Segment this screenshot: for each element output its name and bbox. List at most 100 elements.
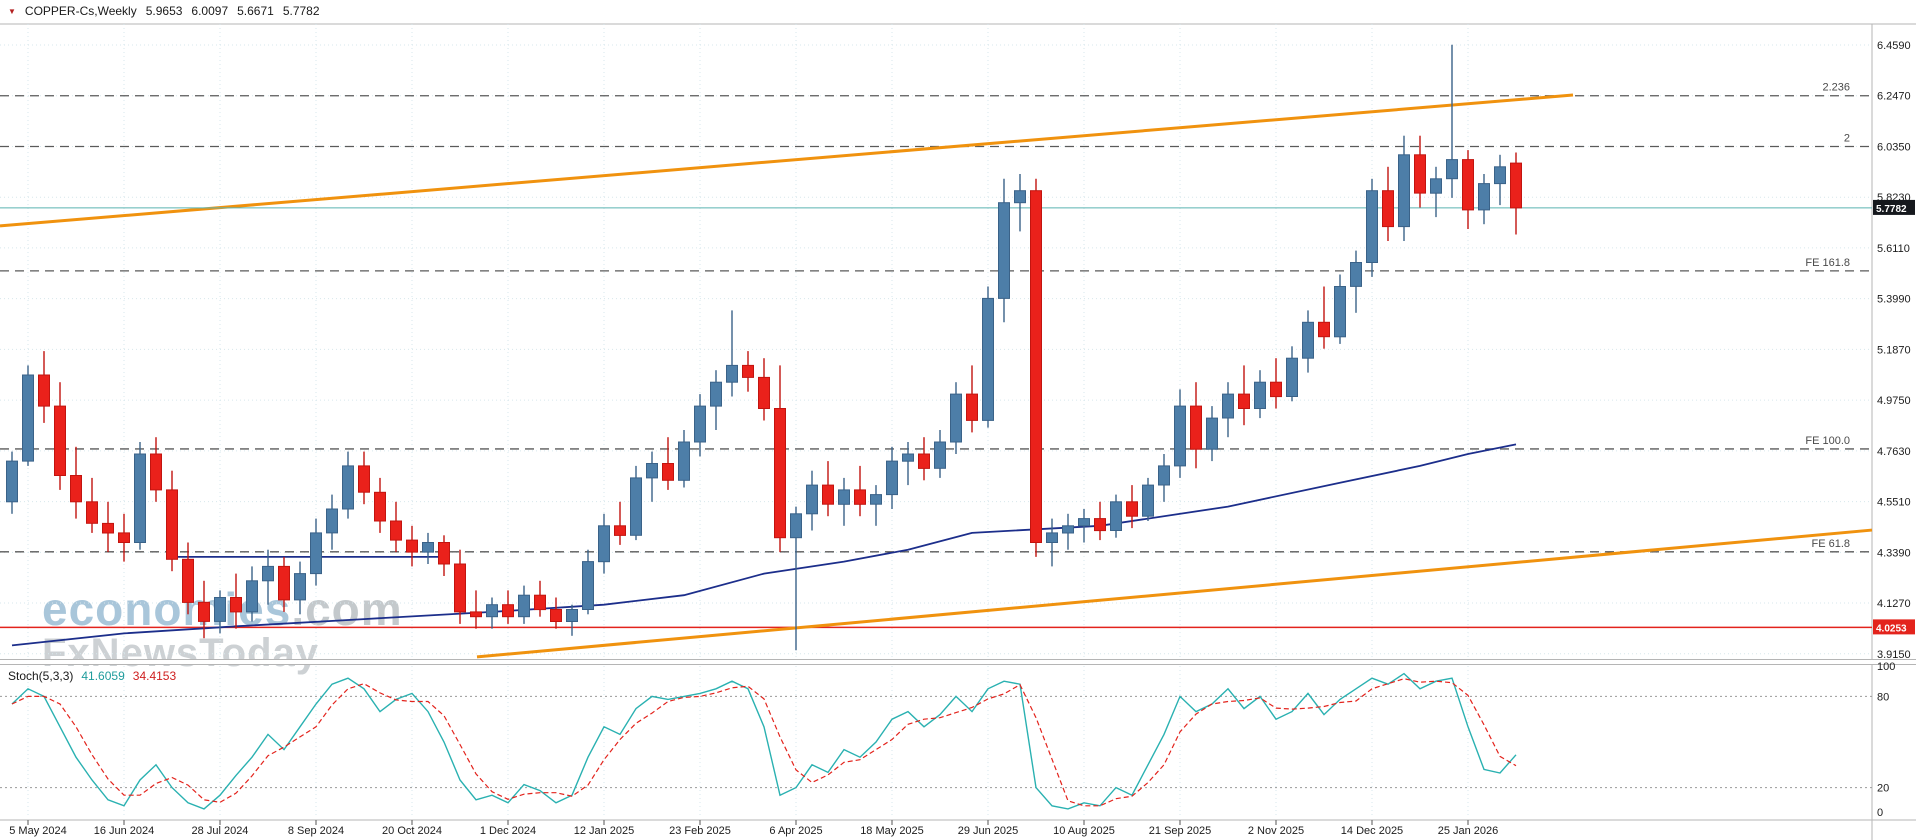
candlestick [70, 475, 82, 503]
ohlc-high-value: 6.0097 [191, 4, 229, 18]
candlestick [470, 611, 482, 618]
candlestick [1430, 178, 1442, 194]
date-tick-label: 28 Jul 2024 [192, 825, 249, 837]
candlestick [630, 477, 642, 536]
candlestick [758, 376, 770, 409]
price-tick-label: 6.2470 [1877, 91, 1911, 103]
date-tick-label: 21 Sep 2025 [1149, 825, 1211, 837]
price-tick-label: 4.1270 [1877, 598, 1911, 610]
candlestick [1126, 501, 1138, 517]
candlestick [1158, 465, 1170, 486]
candlestick [998, 202, 1010, 299]
candlestick [1238, 393, 1250, 410]
stoch-settings-label: Stoch(5,3,3) [8, 669, 74, 683]
current-price-badge-text: 5.7782 [1876, 204, 1907, 215]
candlestick [822, 484, 834, 505]
candlestick [86, 501, 98, 524]
ohlc-open-value: 5.9653 [145, 4, 183, 18]
pane-separator[interactable] [0, 659, 1916, 665]
date-tick-label: 5 May 2024 [9, 825, 66, 837]
candlestick [1014, 190, 1026, 204]
candlestick [1222, 393, 1234, 419]
candlestick [1142, 484, 1154, 517]
date-tick-label: 10 Aug 2025 [1053, 825, 1115, 837]
candlestick [614, 525, 626, 536]
candlestick [726, 364, 738, 383]
price-tick-label: 4.5510 [1877, 497, 1911, 509]
candlestick [54, 405, 66, 477]
candlestick [230, 597, 242, 613]
candlestick [870, 494, 882, 505]
candlestick [38, 374, 50, 407]
date-tick-label: 16 Jun 2024 [94, 825, 155, 837]
candlestick [1462, 159, 1474, 211]
candlestick [6, 460, 18, 503]
candlestick [982, 297, 994, 421]
ohlc-close-value: 5.7782 [282, 4, 320, 18]
candlestick [454, 563, 466, 613]
price-tick-label: 4.9750 [1877, 395, 1911, 407]
stoch-signal-line [11, 678, 1517, 807]
candlestick [1190, 405, 1202, 450]
candlestick [790, 513, 802, 539]
candlestick [246, 580, 258, 613]
fib-level-label: 2.236 [1822, 82, 1850, 94]
candlestick [278, 565, 290, 601]
date-tick-label: 25 Jan 2026 [1438, 825, 1499, 837]
price-tick-label: 5.3990 [1877, 294, 1911, 306]
candlestick [902, 453, 914, 462]
candlestick [710, 381, 722, 407]
candlestick [406, 539, 418, 553]
candlestick [694, 405, 706, 443]
stoch-main-line [11, 672, 1517, 810]
candlestick [950, 393, 962, 443]
red-price-badge-text: 4.0253 [1876, 623, 1907, 634]
fib-level-label: FE 61.8 [1811, 538, 1850, 550]
candlestick [806, 484, 818, 515]
price-tick-label: 5.1870 [1877, 344, 1911, 356]
price-tick-label: 4.7630 [1877, 446, 1911, 458]
candlestick [422, 542, 434, 553]
candlestick [1318, 321, 1330, 338]
candlestick [486, 604, 498, 618]
candlestick [934, 441, 946, 469]
candlestick [294, 573, 306, 601]
moving-average-line[interactable] [11, 443, 1517, 647]
candlestick [1478, 183, 1490, 211]
stoch-signal-value: 34.4153 [132, 669, 177, 683]
price-tick-label: 5.6110 [1877, 243, 1910, 255]
candlestick [134, 453, 146, 543]
candlestick [550, 609, 562, 622]
candlestick [534, 594, 546, 611]
symbol-timeframe-label: COPPER-Cs,Weekly [24, 4, 137, 18]
date-tick-label: 8 Sep 2024 [288, 825, 344, 837]
candlestick [886, 460, 898, 496]
candlestick [1062, 525, 1074, 534]
candlestick [1510, 162, 1522, 209]
candlestick [182, 558, 194, 603]
price-tick-label: 4.3390 [1877, 547, 1911, 559]
date-tick-label: 6 Apr 2025 [769, 825, 822, 837]
candlestick [518, 594, 530, 618]
candlestick [1046, 532, 1058, 544]
candlestick [1350, 262, 1362, 287]
candlestick [1382, 190, 1394, 228]
trendline[interactable] [476, 528, 1873, 659]
candlestick [1286, 357, 1298, 398]
fib-level-label: FE 161.8 [1805, 257, 1850, 269]
candlestick [1110, 501, 1122, 531]
candlestick [1174, 405, 1186, 467]
ohlc-low-value: 5.6671 [237, 4, 274, 18]
candlestick [310, 532, 322, 575]
candlestick [1030, 190, 1042, 543]
symbol-marker-icon: ▼ [8, 6, 16, 16]
date-tick-label: 20 Oct 2024 [382, 825, 442, 837]
candlestick [742, 364, 754, 378]
candlestick [1094, 518, 1106, 532]
stoch-axis-label: 100 [1877, 661, 1895, 673]
trendline[interactable] [0, 93, 1574, 228]
candlestick [1270, 381, 1282, 398]
candlestick [678, 441, 690, 481]
